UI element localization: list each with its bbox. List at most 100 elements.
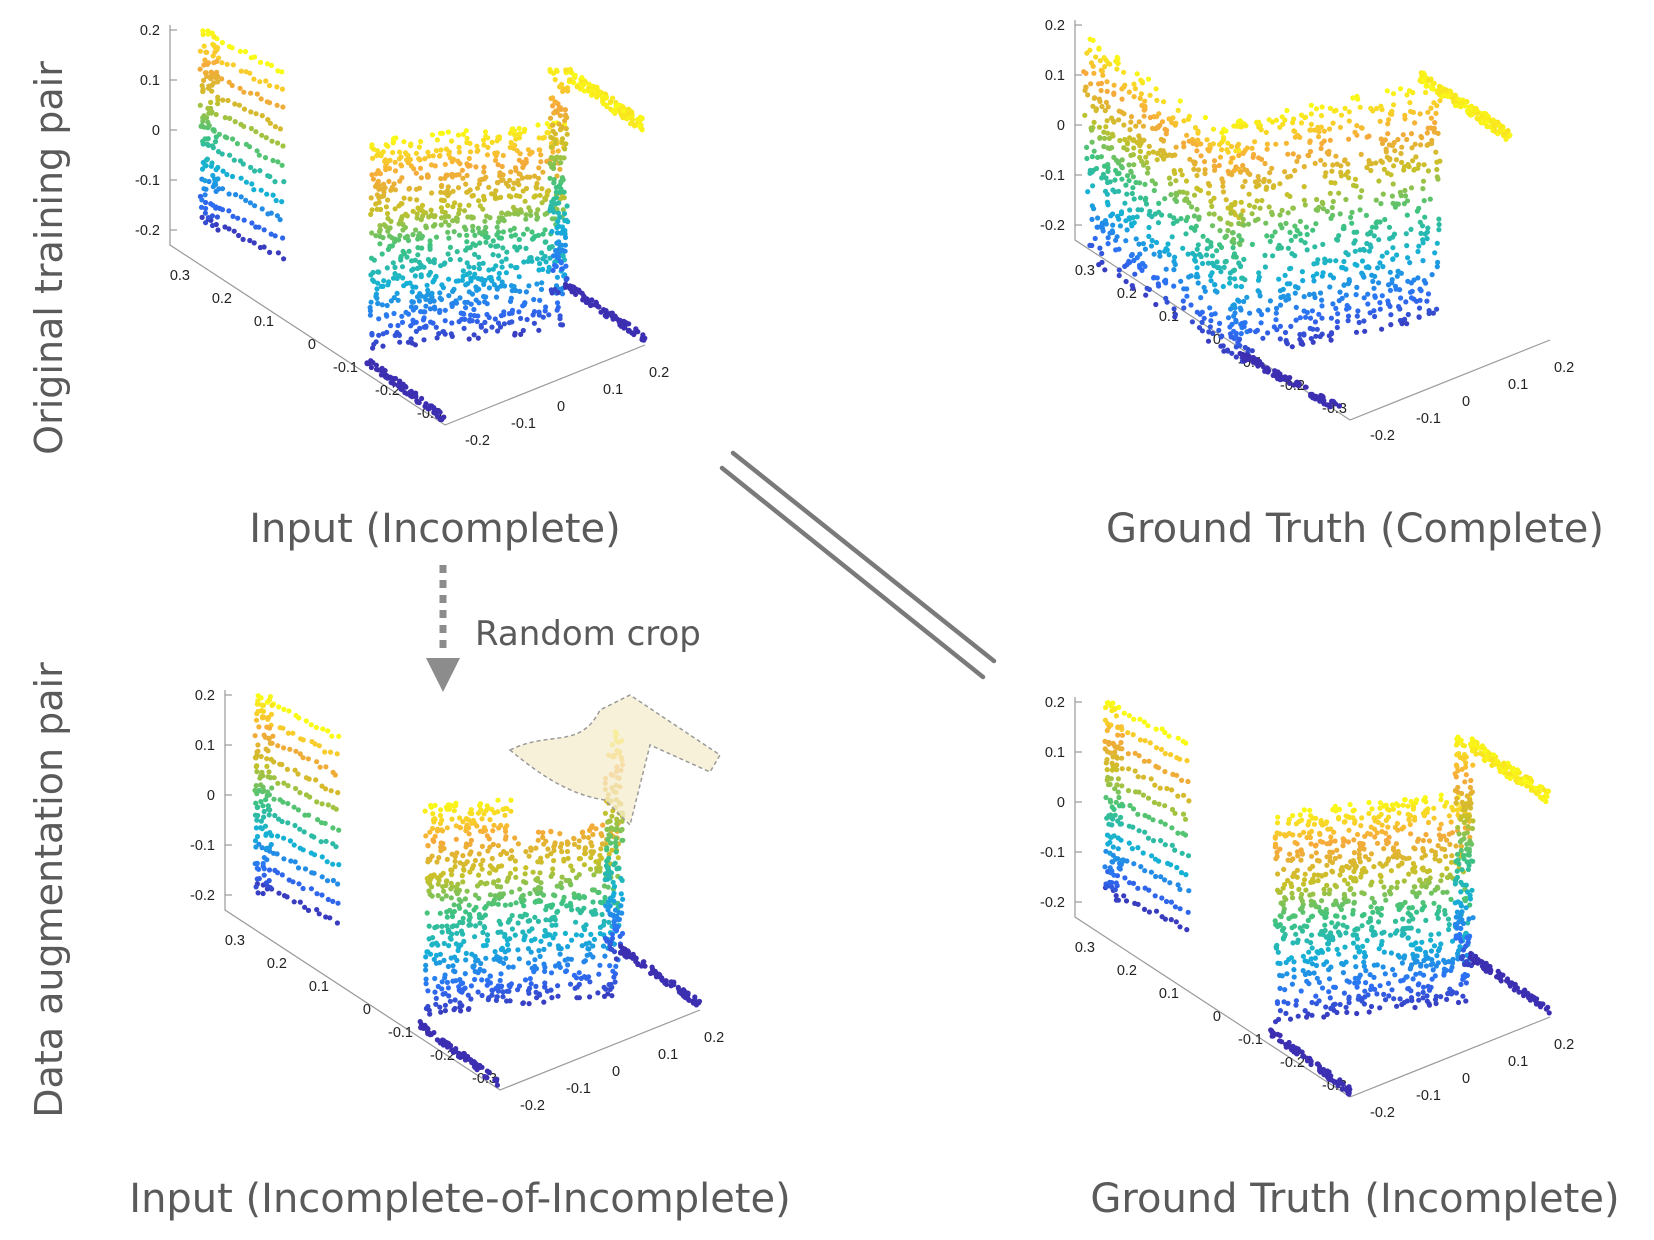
point [520,1000,527,1006]
point [457,161,463,167]
point [538,938,544,944]
point [491,822,497,828]
point [541,999,547,1005]
point [535,891,541,897]
point [407,280,413,286]
point [1446,813,1452,819]
point [1404,243,1410,249]
point [577,856,584,862]
point [590,831,596,838]
point [292,859,298,865]
point [401,283,407,289]
point [272,124,278,130]
point [1099,223,1105,229]
point [609,993,615,999]
point [565,88,571,94]
z-tick-label: 0.2 [195,688,215,704]
point [1283,339,1290,345]
point [1354,123,1360,129]
point [253,717,260,723]
point [466,336,472,342]
point [1089,127,1095,133]
point [1168,862,1174,868]
point [1383,146,1389,152]
point [456,144,462,150]
point [559,885,565,891]
point [334,751,340,757]
point [1089,216,1095,222]
point [520,231,527,237]
point [1384,250,1390,256]
point [274,851,280,857]
point [1179,777,1185,783]
point [300,847,306,853]
point [382,159,388,165]
point [415,252,421,258]
point [463,825,469,831]
point [1421,278,1427,284]
point [203,205,209,212]
point [1081,69,1087,75]
point [1206,148,1212,154]
point [1285,174,1291,180]
point [1216,327,1222,333]
point [1183,740,1189,746]
point [305,756,311,762]
point [1177,756,1183,762]
point [270,733,276,739]
depth-tick-label: 0.1 [1159,986,1179,1002]
point [537,870,543,876]
point [1149,214,1155,220]
point [1434,240,1440,246]
point [1150,125,1156,131]
point [1342,105,1348,111]
point [569,937,575,943]
point [1153,86,1159,92]
point [1382,216,1388,223]
point [388,298,394,304]
point [1209,223,1216,229]
point [498,946,504,953]
point [1284,192,1290,198]
point [612,979,618,985]
point [479,866,485,872]
point [370,155,376,161]
point [503,955,509,962]
point [1346,109,1352,115]
point [612,971,619,977]
z-tick-label: 0 [1057,118,1065,134]
point [500,989,506,995]
point [1424,236,1430,242]
point [471,1063,477,1070]
point [581,88,588,94]
point [1290,151,1296,157]
z-tick-label: -0.1 [135,173,160,189]
point [442,1008,448,1014]
point [292,822,298,829]
point [1284,107,1290,114]
point [1362,328,1368,334]
point [444,909,450,915]
point [1185,116,1191,122]
point [1318,157,1324,163]
point [1352,129,1358,135]
point [613,927,620,934]
point-cloud [1102,700,1552,1097]
point [605,836,611,843]
point [476,181,482,187]
point [397,339,403,345]
point [1166,733,1172,739]
point [1420,178,1427,184]
point [503,805,509,811]
point [1416,243,1422,249]
point [571,972,578,979]
point [516,157,522,163]
width-tick-label: -0.1 [566,1081,591,1097]
point [295,771,301,777]
point [1345,318,1351,324]
point [1309,308,1315,314]
point [1273,310,1279,316]
point [592,302,598,308]
point [1228,306,1234,312]
point [446,928,452,934]
